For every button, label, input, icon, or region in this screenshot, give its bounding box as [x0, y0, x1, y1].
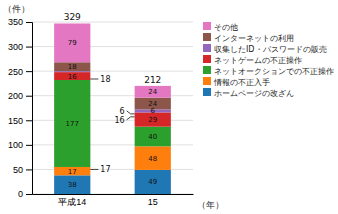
data-label: 6 [151, 107, 156, 115]
y-tick-mark [26, 22, 32, 23]
legend-item: 情報の不正入手 [203, 77, 270, 87]
y-tick: 300 [8, 42, 32, 52]
y-tick-label: 200 [8, 91, 23, 101]
x-tick: 15 [148, 194, 158, 207]
bar-segment [54, 175, 90, 194]
data-label: 24 [148, 100, 157, 108]
legend-swatch [203, 77, 211, 85]
legend-label: インターネットの利用 [214, 34, 294, 43]
legend-item: ネットオークションでの不正操作 [203, 66, 334, 76]
data-label: 29 [148, 116, 157, 124]
annotations: 18 17 616 [90, 75, 134, 174]
legend-swatch [203, 88, 211, 96]
data-label: 16 [68, 73, 77, 81]
legend-swatch [203, 55, 211, 63]
y-axis-line [26, 23, 33, 195]
bar-segment [135, 98, 171, 110]
y-tick-label: 300 [8, 42, 23, 52]
y-tick-label: 350 [8, 17, 23, 27]
y-tick-mark [26, 96, 32, 97]
data-label: 79 [68, 39, 77, 47]
y-tick-label: 150 [8, 116, 23, 126]
bar-segment [135, 86, 171, 98]
y-tick-mark [26, 194, 32, 195]
legend-label: ネットゲームの不正操作 [214, 56, 302, 65]
y-tick-label: 0 [18, 189, 23, 199]
data-label: 24 [148, 88, 157, 96]
y-tick: 200 [8, 91, 32, 101]
data-label: 18 [68, 63, 77, 71]
y-tick-mark [26, 120, 32, 121]
y-tick-label: 250 [8, 67, 23, 77]
data-label: 48 [148, 155, 157, 163]
data-label: 40 [148, 133, 157, 141]
annotation-line [90, 79, 98, 80]
x-axis-line [33, 194, 194, 195]
x-tick: 平成14 [58, 194, 86, 207]
y-tick-mark [26, 47, 32, 48]
total-label: 329 [64, 12, 81, 22]
legend-label: 収集したID・パスワードの販売 [214, 45, 327, 54]
chart-svg: その他インターネットの利用収集したID・パスワードの販売ネットゲームの不正操作ネ… [0, 0, 338, 214]
y-tick: 250 [8, 67, 32, 77]
bar-segment [54, 167, 90, 175]
legend-item: その他 [203, 22, 238, 32]
y-tick-mark [26, 71, 32, 72]
x-tick-label: 平成14 [58, 197, 86, 207]
data-label: 177 [66, 120, 79, 128]
y-tick: 0 [18, 189, 32, 199]
legend-label: ホームページの改ざん [214, 89, 294, 98]
grid [32, 22, 193, 194]
y-tick-label: 50 [13, 165, 23, 175]
data-label: 17 [68, 168, 77, 176]
total-label: 212 [144, 75, 161, 85]
legend-item: ネットゲームの不正操作 [203, 55, 302, 65]
legend: その他インターネットの利用収集したID・パスワードの販売ネットゲームの不正操作ネ… [203, 22, 334, 98]
bar-segment [54, 23, 90, 62]
legend-label: その他 [214, 23, 238, 32]
y-tick: 50 [13, 165, 32, 175]
annotation-label: 16 [114, 116, 124, 125]
data-labels: 38491748177401629618247924329212 [64, 12, 162, 189]
bar-segment [54, 72, 90, 80]
bar-segment [54, 62, 90, 71]
legend-label: ネットオークションでの不正操作 [214, 67, 334, 76]
y-axis-title: （件） [3, 4, 30, 14]
data-label: 38 [68, 181, 77, 189]
y-tick-mark [26, 145, 32, 146]
x-tick-label: 15 [148, 197, 158, 207]
y-tick-label: 100 [8, 140, 23, 150]
legend-swatch [203, 22, 211, 30]
annotation-line [90, 169, 98, 170]
legend-item: ホームページの改ざん [203, 88, 294, 98]
legend-item: 収集したID・パスワードの販売 [203, 44, 327, 54]
annotation-line [127, 111, 135, 114]
chart-root: その他インターネットの利用収集したID・パスワードの販売ネットゲームの不正操作ネ… [0, 0, 338, 214]
y-tick: 100 [8, 140, 32, 150]
y-tick-mark [26, 169, 32, 170]
legend-swatch [203, 66, 211, 74]
legend-label: 情報の不正入手 [213, 78, 270, 87]
x-axis: 平成14 15 [33, 194, 194, 207]
bars [54, 23, 171, 194]
y-tick: 350 [8, 17, 32, 27]
bar-segment [135, 146, 171, 170]
annotation-label: 17 [100, 165, 110, 174]
bar-segment [54, 80, 90, 167]
data-label: 49 [148, 178, 157, 186]
annotation-label: 18 [100, 75, 110, 84]
grid-line [32, 22, 193, 23]
legend-item: インターネットの利用 [203, 33, 294, 43]
y-tick: 150 [8, 116, 32, 126]
annotation-label: 6 [120, 107, 125, 116]
bar-segment [135, 127, 171, 147]
annotation-line [127, 117, 135, 120]
x-axis-title: （年） [197, 200, 224, 210]
legend-swatch [203, 44, 211, 52]
bar-segment [135, 170, 171, 194]
y-axis: 0 50 100 150 200 250 300 350 [8, 17, 33, 199]
legend-swatch [203, 33, 211, 41]
